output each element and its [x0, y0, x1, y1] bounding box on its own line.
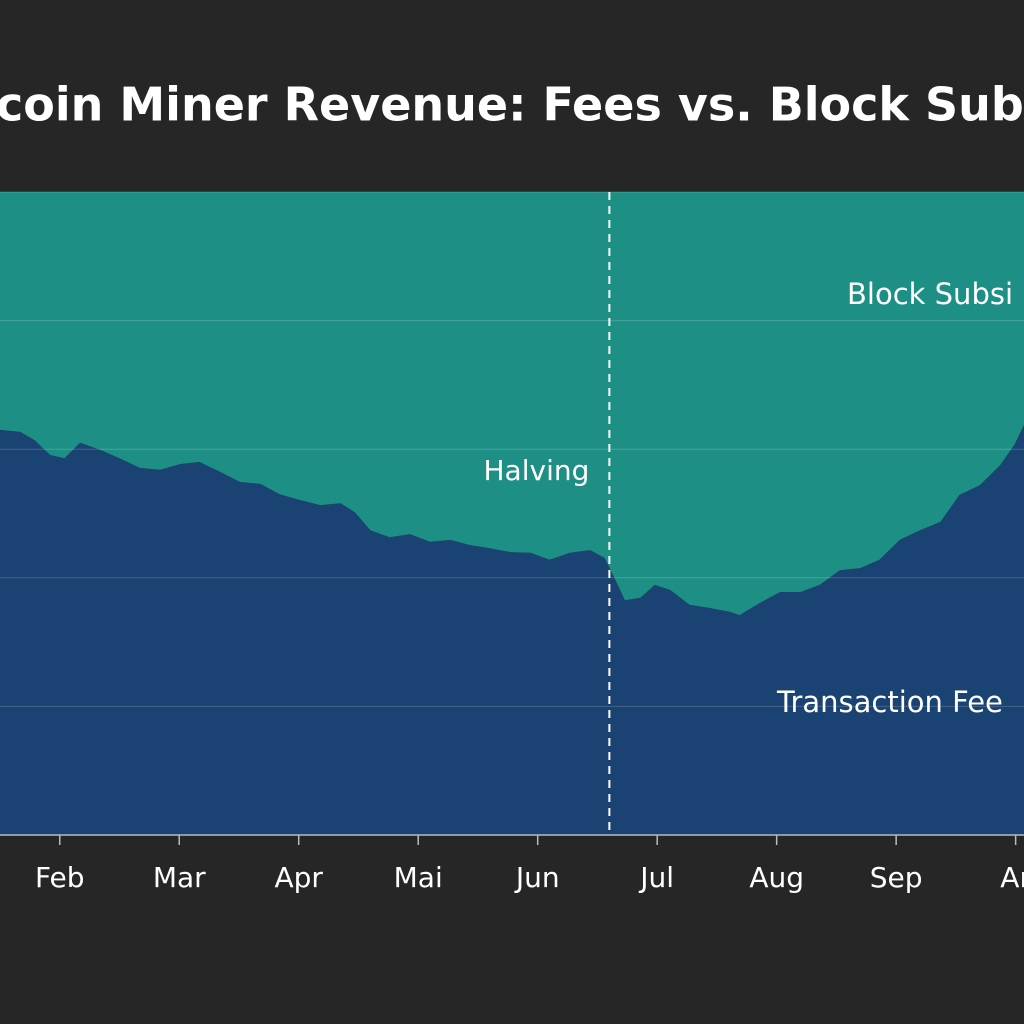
chart-title: coin Miner Revenue: Fees vs. Block Subsi [0, 78, 1024, 132]
x-tick-label: Jun [514, 861, 560, 894]
x-tick-label: Aug [749, 861, 804, 894]
series-label: Block Subsi [847, 277, 1013, 311]
x-tick-label: Apr [274, 861, 323, 894]
x-tick-label: Mar [153, 861, 206, 894]
x-tick-label: Mai [394, 861, 443, 894]
area [0, 424, 1024, 835]
x-tick-label: Jul [638, 861, 674, 894]
area [0, 192, 1024, 616]
annotation-label: Halving [484, 454, 590, 487]
x-tick-label: Ar [1000, 861, 1024, 894]
series-label: Transaction Fee [776, 685, 1003, 719]
x-tick-label: Sep [870, 861, 923, 894]
x-tick-label: Feb [35, 861, 85, 894]
